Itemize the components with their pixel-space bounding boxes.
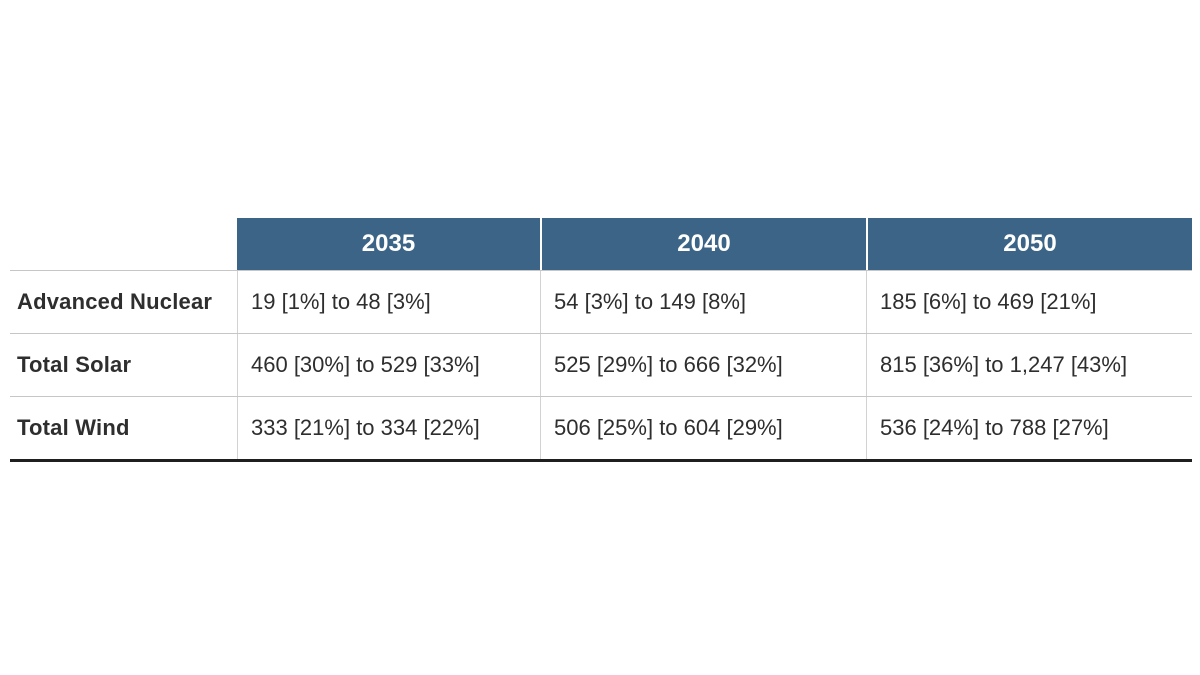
table-row-advanced-nuclear: Advanced Nuclear 19 [1%] to 48 [3%] 54 [… <box>10 270 1192 333</box>
scenario-capacity-table: 2035 2040 2050 Advanced Nuclear 19 [1%] … <box>10 218 1192 462</box>
table-cell: 19 [1%] to 48 [3%] <box>237 271 540 333</box>
column-header-2035: 2035 <box>237 218 540 270</box>
table-row-total-wind: Total Wind 333 [21%] to 334 [22%] 506 [2… <box>10 396 1192 459</box>
table-cell: 460 [30%] to 529 [33%] <box>237 334 540 396</box>
column-header-2050: 2050 <box>866 218 1192 270</box>
table-cell: 333 [21%] to 334 [22%] <box>237 397 540 459</box>
table-row-total-solar: Total Solar 460 [30%] to 529 [33%] 525 [… <box>10 333 1192 396</box>
table-cell: 536 [24%] to 788 [27%] <box>866 397 1192 459</box>
table-cell: 185 [6%] to 469 [21%] <box>866 271 1192 333</box>
row-label: Total Wind <box>17 415 130 440</box>
table-cell: 506 [25%] to 604 [29%] <box>540 397 866 459</box>
table-cell: 54 [3%] to 149 [8%] <box>540 271 866 333</box>
column-header-2040: 2040 <box>540 218 866 270</box>
header-spacer-cell <box>10 218 237 270</box>
table-header-row: 2035 2040 2050 <box>10 218 1192 270</box>
table-cell: 525 [29%] to 666 [32%] <box>540 334 866 396</box>
row-label: Total Solar <box>17 352 132 377</box>
row-label: Advanced Nuclear <box>17 289 213 314</box>
table-cell: 815 [36%] to 1,247 [43%] <box>866 334 1192 396</box>
